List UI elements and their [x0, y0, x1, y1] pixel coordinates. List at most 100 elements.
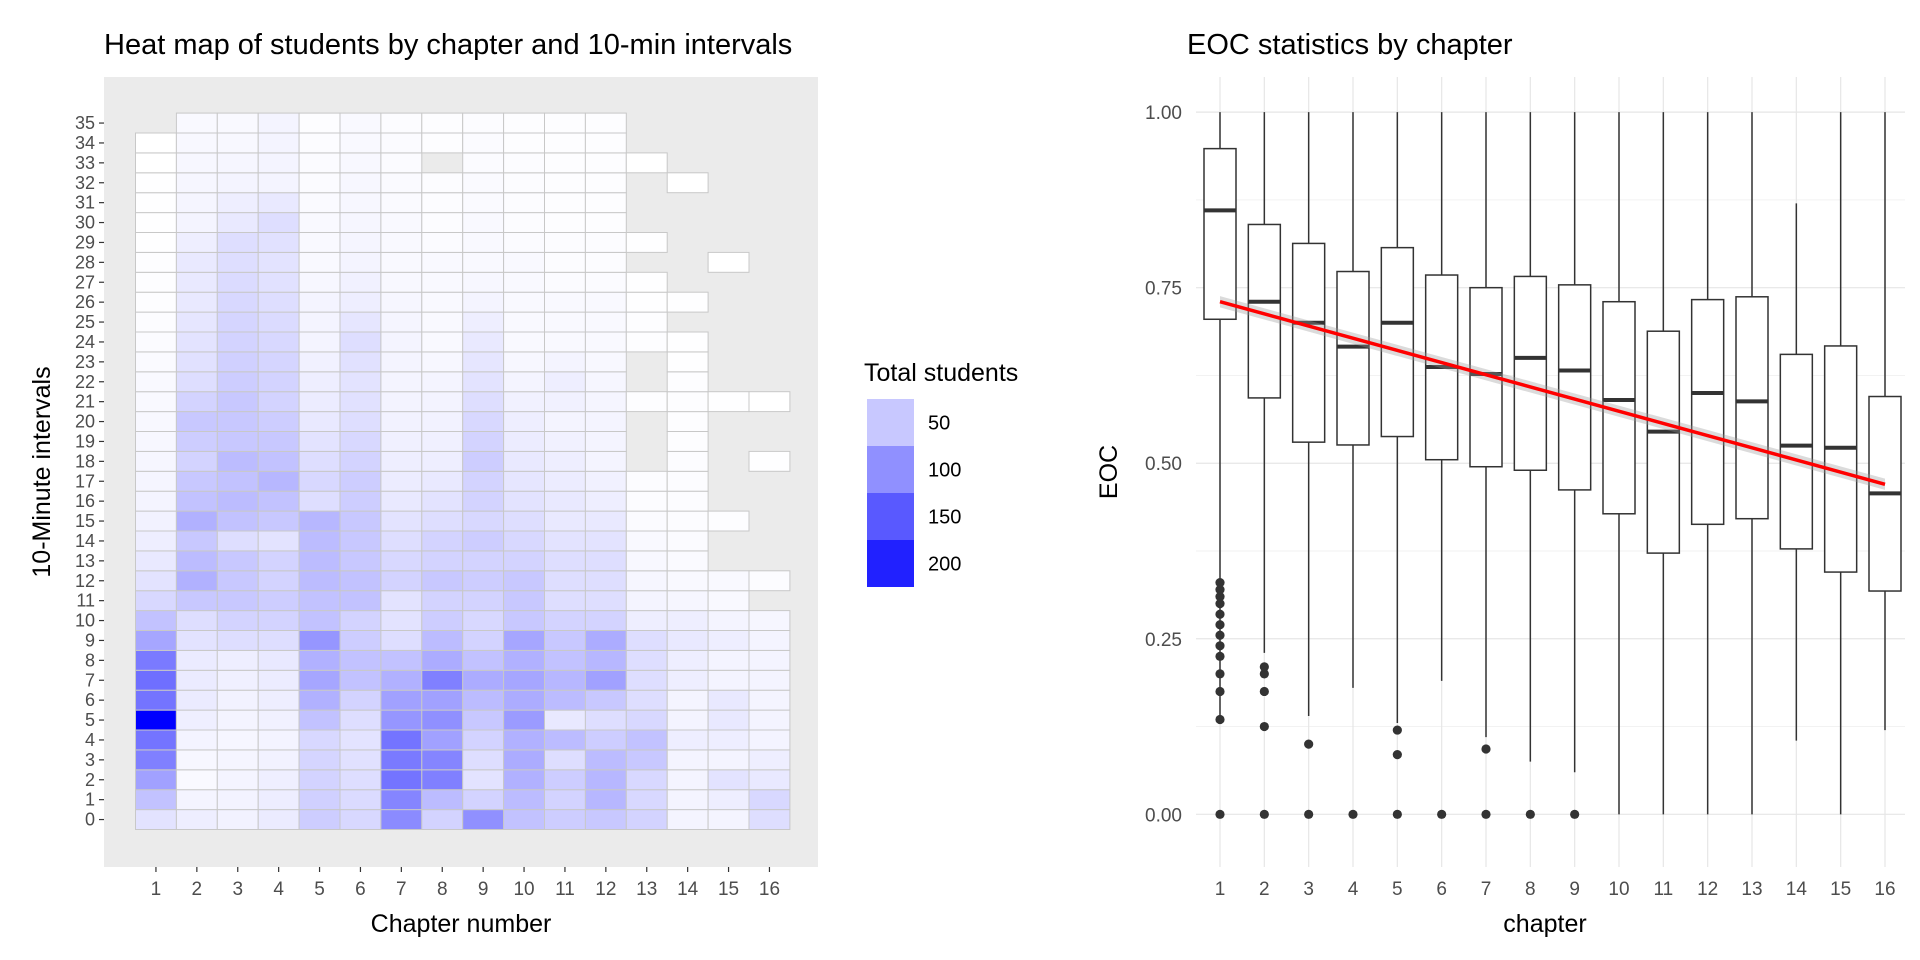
heatmap-cell: [298, 470, 341, 492]
heatmap-y-tick-label: 19: [75, 431, 95, 451]
heatmap-y-tick-label: 14: [75, 531, 95, 551]
heatmap-cell: [257, 351, 300, 373]
heatmap-cell: [257, 291, 300, 313]
heatmap-cell: [666, 291, 709, 313]
heatmap-cell: [625, 152, 668, 174]
heatmap-cell: [380, 749, 423, 771]
legend-key: [867, 446, 914, 493]
heatmap-cell: [421, 291, 464, 313]
heatmap-cell: [584, 510, 627, 532]
heatmap-title: Heat map of students by chapter and 10-m…: [104, 29, 792, 61]
heatmap-cell: [216, 331, 259, 353]
heatmap-cell: [462, 490, 505, 512]
heatmap-cell: [707, 669, 750, 691]
heatmap-cell: [298, 172, 341, 194]
heatmap-cell: [135, 212, 177, 234]
heatmap-cell: [421, 510, 464, 532]
box-3: [1291, 112, 1326, 819]
outlier-point: [1215, 714, 1225, 725]
heatmap-cell: [707, 789, 750, 811]
heatmap-cell: [257, 172, 300, 194]
heatmap-cell: [544, 490, 586, 512]
heatmap-cell: [257, 212, 300, 234]
heatmap-cell: [544, 112, 586, 134]
heatmap-cell: [298, 669, 341, 691]
heatmap-cell: [339, 530, 382, 552]
heatmap-cell: [503, 331, 546, 353]
heatmap-cell: [216, 351, 259, 373]
heatmap-cell: [584, 729, 627, 751]
heatmap-cell: [298, 271, 341, 293]
heatmap-cell: [625, 510, 668, 532]
heatmap-y-tick-label: 22: [75, 372, 95, 392]
outlier-point: [1259, 809, 1269, 819]
heatmap-cell: [666, 789, 709, 811]
heatmap-cell: [298, 411, 341, 433]
heatmap-cell: [339, 570, 382, 592]
heatmap-cell: [135, 152, 177, 174]
heatmap-y-tick-label: 30: [75, 213, 95, 233]
heatmap-cell: [421, 371, 464, 393]
box-15: [1823, 112, 1858, 815]
heatmap-cell: [257, 251, 300, 273]
heatmap-cell: [175, 669, 218, 691]
boxplot-x-tick-label: 5: [1392, 879, 1403, 900]
heatmap-cell: [257, 431, 300, 452]
heatmap-cell: [175, 291, 218, 313]
heatmap-cell: [707, 769, 750, 791]
heatmap-cell: [135, 351, 177, 373]
heatmap-y-tick-label: 0: [85, 810, 95, 830]
heatmap-cell: [666, 450, 709, 472]
outlier-point: [1392, 725, 1402, 735]
heatmap-cell: [462, 192, 505, 214]
heatmap-cell: [666, 530, 709, 552]
heatmap-cell: [175, 251, 218, 273]
heatmap-cell: [584, 331, 627, 353]
heatmap-y-tick-label: 1: [85, 790, 95, 810]
box-iqr: [1380, 246, 1415, 438]
heatmap-cell: [380, 709, 423, 731]
heatmap-cell: [298, 331, 341, 353]
box-11: [1646, 112, 1681, 815]
heatmap-cell: [666, 391, 709, 413]
box-iqr: [1291, 242, 1326, 443]
heatmap-cell: [584, 152, 627, 174]
heatmap-cell: [298, 709, 341, 731]
heatmap-cell: [175, 112, 218, 134]
heatmap-cell: [339, 132, 382, 154]
heatmap-cell: [666, 411, 709, 433]
outlier-point: [1215, 578, 1225, 588]
heatmap-y-tick-label: 32: [75, 173, 95, 193]
heatmap-cell: [339, 809, 382, 830]
heatmap-cell: [339, 351, 382, 373]
heatmap-cell: [135, 570, 177, 592]
heatmap-cell: [421, 590, 464, 612]
box-iqr: [1513, 275, 1548, 471]
heatmap-cell: [380, 172, 423, 194]
boxplot-y-axis-label: EOC: [1095, 445, 1123, 499]
heatmap-cell: [135, 789, 177, 811]
heatmap-cell: [339, 749, 382, 771]
heatmap-cell: [625, 311, 668, 333]
heatmap-cell: [380, 232, 423, 253]
heatmap-cell: [503, 450, 546, 472]
outlier-point: [1392, 809, 1402, 819]
heatmap-cell: [298, 789, 341, 811]
heatmap-cell: [503, 311, 546, 333]
heatmap-cell: [666, 510, 709, 532]
heatmap-cell: [175, 709, 218, 731]
heatmap-x-tick-label: 15: [718, 879, 739, 900]
heatmap-cell: [421, 530, 464, 552]
box-10: [1602, 112, 1636, 815]
heatmap-cell: [175, 311, 218, 333]
heatmap-cell: [339, 630, 382, 651]
heatmap-cell: [462, 172, 505, 194]
heatmap-cell: [257, 311, 300, 333]
heatmap-cell: [707, 809, 750, 830]
heatmap-cell: [421, 470, 464, 492]
outlier-point: [1215, 630, 1225, 640]
heatmap-cell: [462, 271, 505, 293]
heatmap-cell: [625, 550, 668, 572]
heatmap-cell: [257, 450, 300, 472]
heatmap-y-tick-label: 33: [75, 153, 95, 173]
